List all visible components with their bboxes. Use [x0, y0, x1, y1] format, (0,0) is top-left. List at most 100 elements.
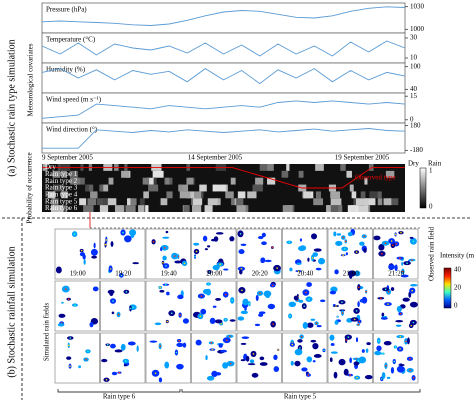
heatmap-cell	[52, 170, 61, 178]
rain-core	[387, 290, 390, 293]
rain-cell	[58, 313, 66, 318]
rain-core	[394, 346, 397, 348]
heatmap-cell	[383, 198, 392, 206]
intensity-tick: 40	[454, 266, 462, 274]
heatmap-cell	[330, 191, 341, 199]
heatmap-cell	[70, 177, 81, 185]
panel	[41, 122, 406, 154]
simulated-label: Simulated rain fields	[43, 303, 51, 362]
rain-core	[159, 345, 161, 347]
row-label: Dry	[45, 163, 56, 171]
rain-cell	[182, 318, 189, 324]
rain-cell	[223, 268, 229, 271]
heatmap-cell	[62, 205, 68, 212]
heatmap-cell	[83, 205, 94, 212]
rain-cell	[251, 372, 259, 378]
rain-core	[200, 295, 203, 297]
rain-cell	[402, 297, 410, 302]
rain-core	[353, 318, 356, 321]
rain-cell	[209, 317, 216, 325]
rain-core	[74, 304, 76, 306]
heatmap-cell	[127, 198, 131, 206]
rain-cell	[298, 299, 304, 303]
heatmap-cell	[178, 184, 184, 192]
rain-core	[170, 312, 173, 314]
rain-core	[159, 286, 162, 289]
legend-label: Rain	[428, 160, 442, 168]
rain-cell	[330, 351, 338, 354]
rain-cell	[101, 358, 108, 363]
panel-title: Temperature (°C)	[46, 36, 96, 44]
rain-cell	[388, 264, 395, 270]
rain-core	[132, 306, 134, 309]
rain-core	[165, 283, 167, 286]
rain-core	[400, 231, 402, 234]
heatmap-cell	[252, 184, 263, 192]
heatmap-cell	[179, 191, 191, 199]
line	[41, 6, 406, 26]
rain-cell	[381, 312, 385, 317]
rain-cell	[120, 343, 126, 351]
heatmap-cell	[153, 177, 157, 185]
rain-cell	[366, 342, 371, 346]
heatmap-cell	[51, 198, 59, 206]
heatmap-cell	[166, 191, 173, 199]
rain-core	[308, 298, 310, 300]
heatmap-cell	[47, 191, 56, 199]
y-tick-label: 1000	[410, 25, 425, 33]
rain-cell	[239, 269, 243, 275]
rain-cell	[238, 249, 245, 255]
intensity-bar	[443, 267, 452, 309]
rain-core	[379, 297, 382, 300]
rain-cell	[349, 357, 352, 364]
rain-core	[69, 337, 72, 339]
rain-cell	[400, 274, 409, 278]
rain-cell	[176, 363, 184, 370]
rain-core	[341, 312, 344, 314]
rain-cell	[214, 319, 223, 324]
rain-core	[405, 340, 407, 343]
rain-cell	[162, 236, 170, 239]
heatmap-cell	[179, 184, 189, 192]
rain-core	[259, 292, 261, 295]
heatmap-cell	[360, 191, 366, 199]
heatmap-cell	[315, 191, 321, 199]
rain-core	[300, 335, 303, 338]
rain-cell	[318, 257, 326, 265]
heatmap-cell	[99, 205, 109, 212]
rain-cell	[273, 366, 280, 372]
rain-cell	[212, 264, 220, 271]
rain-cell	[258, 311, 266, 315]
heatmap-cell	[313, 198, 324, 206]
heatmap-cell	[192, 205, 202, 212]
rain-core	[299, 347, 301, 349]
annotation: Observed type	[355, 173, 396, 181]
rain-cell	[229, 236, 235, 242]
rain-core	[395, 243, 398, 245]
heatmap-cell	[120, 205, 125, 212]
rain-core	[67, 344, 70, 347]
rain-panel	[282, 332, 328, 384]
rain-cell	[159, 289, 165, 293]
rain-core	[336, 315, 339, 318]
heatmap-cell	[121, 170, 130, 178]
rain-cell	[312, 252, 319, 257]
heatmap-cell	[192, 198, 203, 206]
rain-cell	[244, 307, 247, 311]
heatmap-cell	[366, 198, 376, 206]
heatmap-cell	[340, 164, 346, 171]
rain-cell	[259, 356, 265, 361]
date-label: 9 September 2005	[42, 154, 93, 162]
row-label: Rain type 2	[45, 177, 78, 185]
rain-cell	[390, 287, 395, 291]
heatmap-cell	[350, 205, 356, 212]
rain-core	[341, 301, 343, 304]
rain-cell	[373, 235, 381, 241]
rain-core	[406, 262, 408, 264]
heatmap-cell	[57, 205, 64, 212]
line	[41, 68, 406, 85]
rain-cell	[302, 322, 308, 329]
line	[42, 128, 406, 149]
rain-cell	[394, 264, 398, 272]
rain-cell	[334, 269, 339, 275]
